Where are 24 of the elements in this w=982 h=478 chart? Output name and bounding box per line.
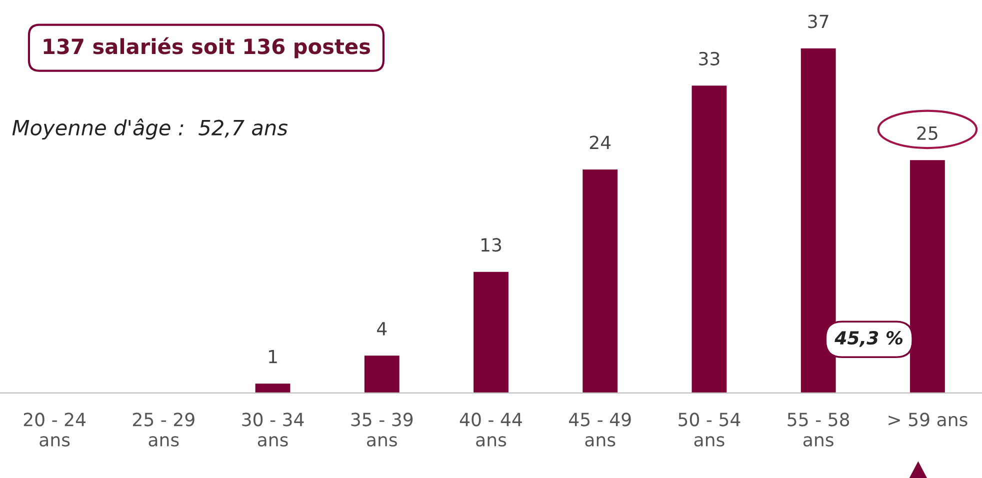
data-label: 37: [808, 14, 828, 28]
bar: [582, 169, 618, 393]
data-label: 33: [699, 52, 720, 66]
x-tick-label: 50 - 54 ans: [678, 412, 740, 447]
bar: [474, 272, 508, 393]
x-tick-label: 20 - 24 ans: [24, 412, 86, 447]
bar: [255, 384, 290, 393]
x-tick-label: 30 - 34 ans: [242, 412, 304, 447]
data-label: 13: [481, 238, 502, 252]
data-label: 1: [269, 350, 277, 364]
chart-title: 137 salariés soit 136 postes: [44, 37, 370, 58]
data-label: 24: [590, 136, 611, 150]
x-tick-label: 45 - 49 ans: [569, 412, 631, 447]
bar: [692, 86, 727, 393]
x-tick-label: 35 - 39 ans: [351, 412, 413, 447]
data-label: 25: [917, 126, 938, 140]
data-label: 4: [377, 322, 387, 336]
x-tick-label: 25 - 29 ans: [133, 412, 194, 447]
x-tick-label: 40 - 44 ans: [460, 412, 522, 447]
x-tick-label: 55 - 58 ans: [788, 412, 850, 447]
x-tick-label: > 59 ans: [888, 412, 968, 426]
bar: [364, 356, 400, 393]
annotation: Moyenne d'âge : 52,7 ans: [12, 118, 288, 140]
annotation: 45,3 %: [834, 330, 903, 347]
